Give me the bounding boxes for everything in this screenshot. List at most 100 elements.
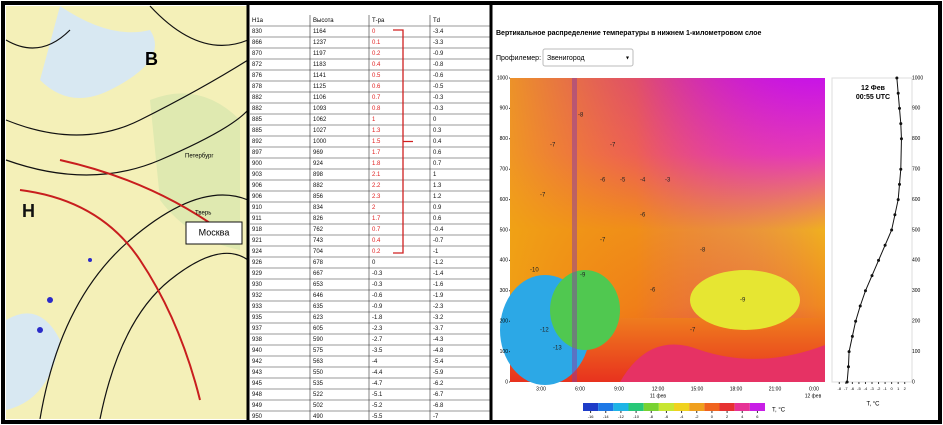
- table-cell: 0.4: [433, 139, 442, 145]
- table-cell: -0.5: [433, 84, 444, 90]
- colorbar-cell: [749, 403, 765, 411]
- table-cell: 762: [313, 227, 324, 233]
- colorbar-cell: [583, 403, 599, 411]
- table-cell: 678: [313, 260, 324, 266]
- table-cell: 882: [252, 95, 263, 101]
- table-cell: 1.3: [372, 128, 381, 134]
- colorbar-tick-label: -12: [618, 414, 625, 419]
- table-cell: 0: [372, 260, 376, 266]
- colorbar-cell: [613, 403, 629, 411]
- profile-y-tick-label: 800: [912, 136, 921, 142]
- table-cell: -5.2: [372, 403, 383, 409]
- chart-title: Вертикальное распределение температуры в…: [496, 30, 762, 37]
- table-cell: 878: [252, 84, 263, 90]
- table-cell: 1062: [313, 117, 327, 123]
- table-cell: 605: [313, 326, 324, 332]
- map-label: Москва: [199, 227, 230, 237]
- table-cell: 940: [252, 348, 263, 354]
- table-cell: 1.3: [433, 183, 442, 189]
- contour-label: -7: [550, 143, 556, 149]
- table-cell: 1164: [313, 29, 327, 35]
- table-cell: 1237: [313, 40, 327, 46]
- colorbar-cell: [689, 403, 705, 411]
- table-cell: 942: [252, 359, 263, 365]
- table-cell: 1000: [313, 139, 327, 145]
- table-cell: -5.4: [433, 359, 444, 365]
- table-cell: 826: [313, 216, 324, 222]
- table-cell: 590: [313, 337, 324, 343]
- table-cell: 2.3: [372, 194, 381, 200]
- table-cell: 1.5: [372, 139, 381, 145]
- y-tick-label: 400: [500, 258, 509, 264]
- table-cell: 0.4: [372, 62, 381, 68]
- profile-point: [845, 380, 849, 384]
- table-cell: 635: [313, 304, 324, 310]
- x-tick-label: 21:00: [769, 386, 782, 392]
- profile-y-tick-label: 300: [912, 288, 921, 294]
- city-box: [185, 221, 243, 245]
- water: [6, 313, 60, 410]
- contour-label: -7: [540, 193, 546, 199]
- table-cell: 522: [313, 392, 324, 398]
- colorbar-label: Т, °С: [772, 408, 786, 414]
- contour-label: -7: [600, 238, 606, 244]
- contour-label: -12: [540, 328, 549, 334]
- table-cell: 0.4: [372, 238, 381, 244]
- y-tick-label: 500: [500, 227, 509, 233]
- profile-point: [847, 350, 851, 354]
- table-cell: -3.3: [433, 40, 444, 46]
- colorbar-tick-label: -6: [665, 414, 669, 419]
- table-cell: 856: [313, 194, 324, 200]
- table-cell: 906: [252, 194, 263, 200]
- table-cell: -2.7: [372, 337, 383, 343]
- table-cell: 1: [433, 172, 437, 178]
- x-tick-label: 3:00: [536, 386, 546, 392]
- table-cell: 0.2: [372, 249, 381, 255]
- table-cell: -0.9: [433, 51, 444, 57]
- profile-point: [897, 182, 901, 186]
- y-tick-label: 200: [500, 319, 509, 325]
- table-cell: -0.8: [433, 62, 444, 68]
- table-cell: -0.4: [433, 227, 444, 233]
- profile-point: [846, 365, 850, 369]
- profile-title: 12 Фев: [861, 85, 886, 92]
- table-cell: -1.6: [433, 282, 444, 288]
- table-header: Т-ра: [372, 18, 385, 24]
- table-cell: 1.7: [372, 150, 381, 156]
- weather-map: В Н Москва Тверь Петербург: [5, 5, 249, 420]
- table-cell: 937: [252, 326, 263, 332]
- table-cell: 943: [252, 370, 263, 376]
- table-cell: 1125: [313, 84, 327, 90]
- table-cell: 903: [252, 172, 263, 178]
- table-cell: 906: [252, 183, 263, 189]
- profiler-select[interactable]: [542, 48, 634, 67]
- map-label: Н: [22, 201, 35, 221]
- profile-y-tick-label: 400: [912, 258, 921, 264]
- x-tick-label: 9:00: [614, 386, 624, 392]
- map-label: Тверь: [195, 211, 211, 217]
- map-label: Петербург: [185, 154, 214, 160]
- table-cell: -4.8: [433, 348, 444, 354]
- profile-y-tick-label: 100: [912, 349, 921, 355]
- table-cell: 1141: [313, 73, 327, 79]
- profile-y-tick-label: 600: [912, 197, 921, 203]
- colorbar-tick-label: -4: [680, 414, 684, 419]
- colorbar-tick-label: -10: [633, 414, 640, 419]
- profiler-value: Звенигород: [547, 55, 585, 62]
- contour-label: -4: [640, 178, 646, 184]
- table-cell: 911: [252, 216, 262, 222]
- table-cell: 1106: [313, 95, 327, 101]
- table-cell: -3.2: [433, 315, 444, 321]
- colorbar-tick-label: 6: [756, 414, 759, 419]
- table-cell: -5.5: [372, 414, 383, 420]
- colorbar-cell: [598, 403, 614, 411]
- profiler-label: Профилемер:: [496, 55, 541, 62]
- y-tick-label: 1000: [497, 75, 508, 81]
- profile-plot: [831, 77, 913, 383]
- profile-point: [899, 137, 903, 141]
- profile-point: [897, 106, 901, 110]
- table-cell: 930: [252, 282, 263, 288]
- table-cell: -6.2: [433, 381, 444, 387]
- y-tick-label: 700: [500, 167, 509, 173]
